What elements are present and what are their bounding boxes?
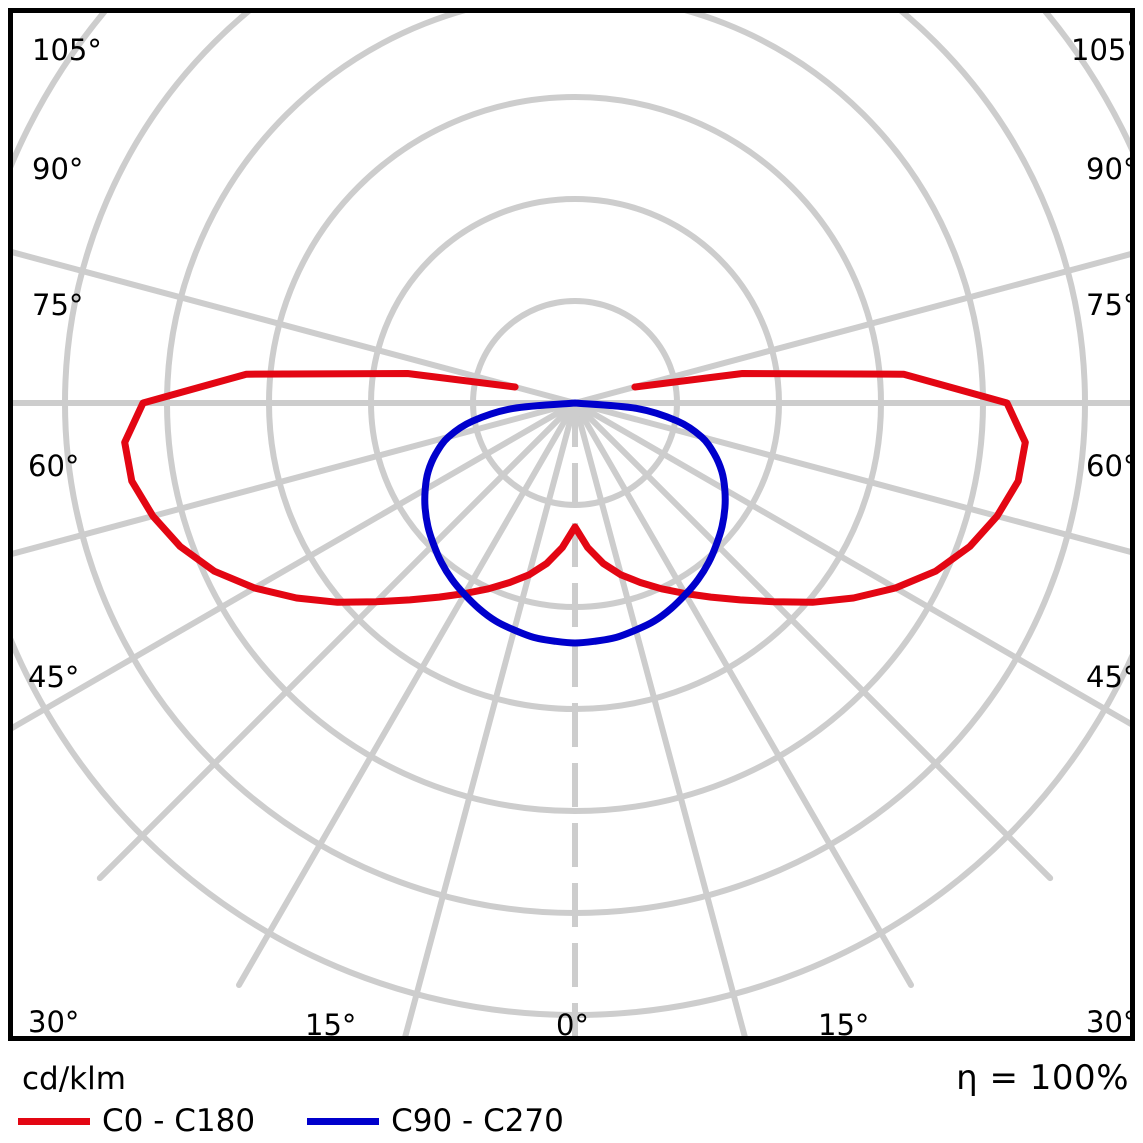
grid-spoke-75 — [572, 400, 1130, 555]
grid-spoke--30 — [236, 400, 578, 988]
axis-label-right-5: 30° — [1086, 1005, 1135, 1039]
axis-label-left-1: 90° — [32, 152, 84, 186]
legend-swatch-icon — [18, 1117, 90, 1125]
grid-spoke-30 — [572, 400, 914, 988]
grid-spoke-45 — [572, 400, 1054, 882]
axis-label-right-0: 105° — [1071, 33, 1135, 67]
unit-label: cd/klm — [22, 1061, 126, 1097]
curve-c0-c180 — [121, 370, 1029, 606]
grid-spoke--75 — [13, 400, 578, 557]
axis-label-bottom-2: 15° — [818, 1008, 870, 1041]
axis-label-right-4: 45° — [1086, 660, 1135, 694]
axis-label-left-4: 45° — [28, 660, 80, 694]
grid-spoke--45 — [96, 400, 578, 882]
axis-label-left-3: 60° — [28, 449, 80, 483]
efficiency-label: η = 100% — [956, 1058, 1129, 1098]
axis-label-bottom-1: 0° — [556, 1008, 589, 1041]
polar-grid — [13, 13, 1130, 1036]
legend-label: C90 - C270 — [391, 1103, 564, 1139]
axis-label-left-0: 105° — [32, 33, 102, 67]
grid-spoke--15 — [402, 400, 578, 1036]
legend-entry-0: C0 - C180 — [18, 1103, 307, 1139]
polar-plot-svg — [13, 13, 1130, 1036]
grid-spoke-60 — [572, 400, 1130, 727]
axis-label-right-1: 90° — [1086, 152, 1135, 186]
plot-frame: 105° 90° 75° 60° 45° 30° 105° 90° 75° 60° 45° 30° 15… — [8, 8, 1135, 1041]
curve-c90-c270 — [421, 399, 729, 647]
legend-label: C0 - C180 — [102, 1103, 256, 1139]
legend-items: C0 - C180 C90 - C270 — [18, 1103, 616, 1139]
axis-label-bottom-0: 15° — [305, 1008, 357, 1041]
legend-swatch-icon — [307, 1117, 380, 1125]
legend-entry-1: C90 - C270 — [307, 1103, 616, 1139]
grid-spoke-105 — [572, 251, 1130, 406]
grid-spoke--60 — [13, 400, 578, 731]
axis-label-left-5: 30° — [28, 1005, 80, 1039]
grid-spoke--105 — [13, 249, 578, 406]
axis-label-right-2: 75° — [1086, 288, 1135, 322]
axis-label-right-3: 60° — [1086, 449, 1135, 483]
axis-label-left-2: 75° — [32, 288, 84, 322]
legend-area: cd/klm η = 100% C0 - C180 C90 - C270 — [0, 1041, 1143, 1143]
grid-spoke-15 — [572, 400, 748, 1036]
